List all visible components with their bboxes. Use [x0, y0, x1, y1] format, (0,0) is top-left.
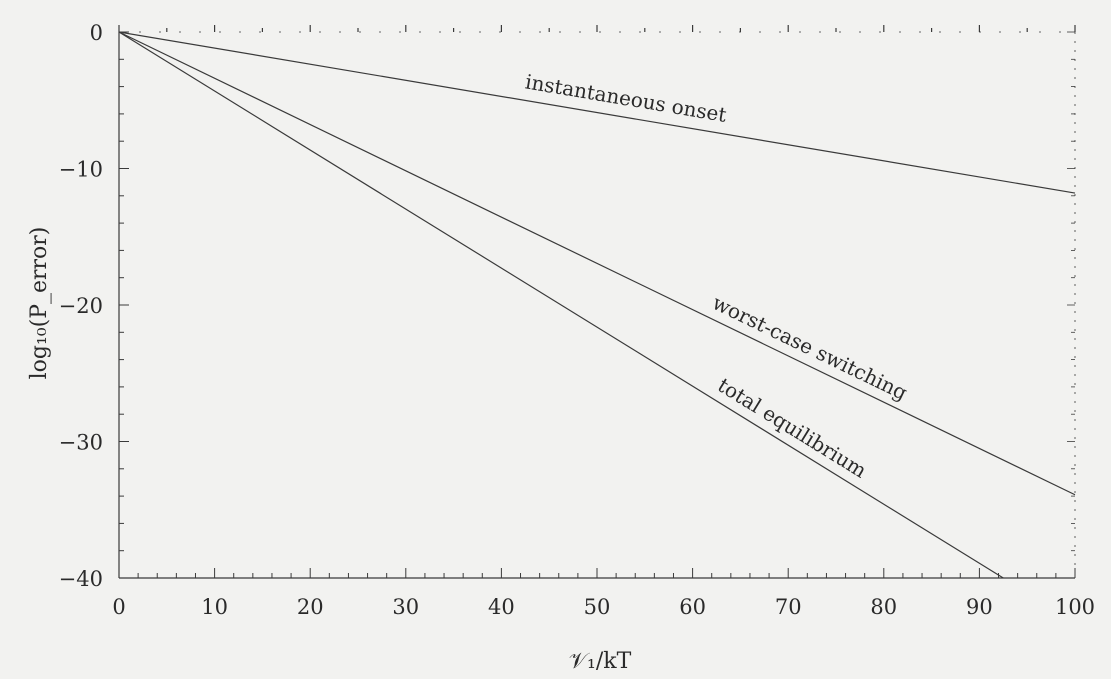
x-tick-label: 60: [679, 595, 706, 619]
plot-frame: [118, 31, 1076, 579]
series-line: [118, 31, 1076, 496]
x-tick-label: 90: [966, 595, 993, 619]
x-tick-label: 0: [112, 595, 125, 619]
series-line: [118, 31, 1004, 579]
y-axis: 0 −10 −20 −30 −40: [59, 21, 1075, 591]
series-lines: [118, 31, 1076, 579]
x-tick-label: 30: [392, 595, 419, 619]
x-axis-label: 𝒱₁/kT: [569, 649, 632, 674]
x-tick-label: 80: [870, 595, 897, 619]
x-tick-label: 40: [488, 595, 515, 619]
x-tick-label: 20: [297, 595, 324, 619]
series-line: [118, 31, 1076, 194]
y-tick-label: −10: [59, 158, 103, 182]
y-tick-label: −30: [59, 431, 103, 455]
series-label: total equilibrium: [714, 373, 871, 483]
x-tick-label: 70: [775, 595, 802, 619]
x-tick-label: 100: [1055, 595, 1095, 619]
x-tick-label: 10: [201, 595, 228, 619]
series-label: instantaneous onset: [524, 69, 729, 127]
y-tick-label: −40: [59, 567, 103, 591]
y-tick-label: −20: [59, 294, 103, 318]
y-axis-label: log₁₀(P_error): [27, 227, 52, 380]
x-axis: 0 10 20 30 40 50 60 70 80 90 100: [112, 25, 1095, 619]
y-tick-label: 0: [90, 21, 103, 45]
x-tick-label: 50: [584, 595, 611, 619]
